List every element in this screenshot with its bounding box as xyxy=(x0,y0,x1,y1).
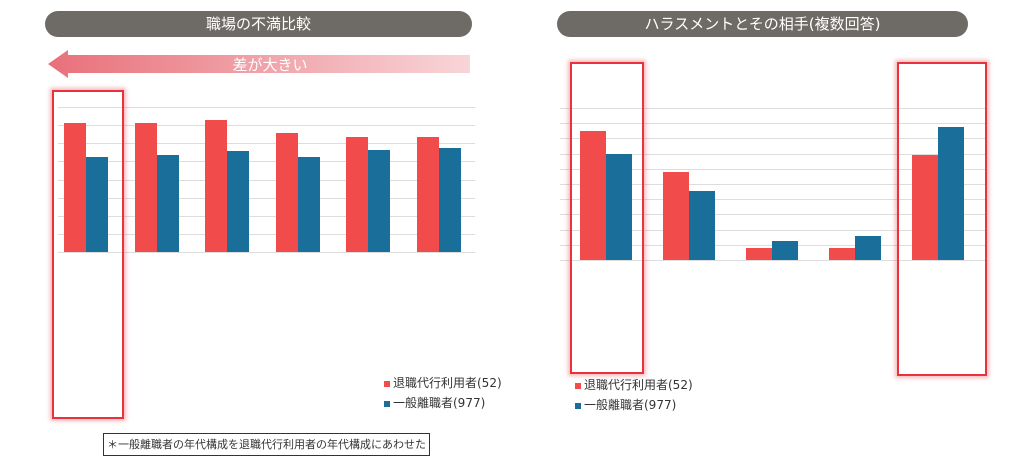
footnote: ＊一般離職者の年代構成を退職代行利用者の年代構成にあわせた xyxy=(103,433,430,456)
bar-general xyxy=(938,127,964,260)
gridline xyxy=(58,143,475,145)
left-arrow-icon xyxy=(48,50,470,78)
bar-agency-user xyxy=(205,119,227,252)
bar-agency-user xyxy=(746,248,772,260)
gridline xyxy=(58,125,475,127)
bar-agency-user xyxy=(134,122,157,252)
bar-agency-user xyxy=(416,136,439,252)
gridline xyxy=(58,107,475,108)
legend-swatch xyxy=(575,402,581,409)
bar-general xyxy=(156,155,179,252)
legend-label: 一般離職者(977) xyxy=(393,396,486,410)
chart2-title: ハラスメントとその相手(複数回答) xyxy=(557,11,968,37)
gridline xyxy=(560,138,985,140)
gridline xyxy=(560,168,985,170)
bar-general xyxy=(438,147,461,252)
bar-general xyxy=(368,149,390,252)
gridline xyxy=(560,153,985,155)
gridline xyxy=(560,123,985,125)
bar-agency-user xyxy=(912,154,938,260)
legend-swatch xyxy=(384,380,390,387)
legend-item: 一般離職者(977) xyxy=(575,396,676,413)
legend-item: 退職代行利用者(52) xyxy=(384,374,502,391)
gridline xyxy=(58,161,475,163)
gridline xyxy=(560,214,985,216)
bar-agency-user xyxy=(663,172,689,260)
gridline xyxy=(560,260,985,261)
legend-label: 退職代行利用者(52) xyxy=(584,378,693,392)
legend-label: 一般離職者(977) xyxy=(584,398,677,412)
legend-item: 一般離職者(977) xyxy=(384,394,485,411)
bar-agency-user xyxy=(64,122,86,252)
bar-general xyxy=(689,191,715,260)
legend-item: 退職代行利用者(52) xyxy=(575,376,693,393)
legend-swatch xyxy=(384,400,390,407)
gridline xyxy=(58,252,475,253)
bar-general xyxy=(606,153,632,260)
difference-annotation: 差が大きい xyxy=(232,56,308,74)
bar-agency-user xyxy=(346,136,368,252)
gridline xyxy=(58,215,475,217)
bar-agency-user xyxy=(829,248,855,260)
highlight-box xyxy=(570,62,644,374)
highlight-box xyxy=(52,90,124,419)
bar-general xyxy=(227,150,249,252)
bar-general xyxy=(772,241,798,260)
bar-agency-user xyxy=(275,133,298,252)
gridline xyxy=(560,184,985,185)
gridline xyxy=(58,197,475,199)
highlight-box xyxy=(897,62,987,376)
gridline xyxy=(560,229,985,231)
legend-label: 退職代行利用者(52) xyxy=(393,376,502,390)
bar-general xyxy=(86,156,108,252)
bar-general xyxy=(297,157,320,252)
gridline xyxy=(560,199,985,201)
legend-swatch xyxy=(575,382,581,389)
bar-agency-user xyxy=(580,131,606,260)
gridline xyxy=(58,233,475,235)
bar-general xyxy=(855,236,881,260)
chart1-title: 職場の不満比較 xyxy=(45,11,472,37)
gridline xyxy=(58,179,475,181)
gridline xyxy=(560,108,985,109)
